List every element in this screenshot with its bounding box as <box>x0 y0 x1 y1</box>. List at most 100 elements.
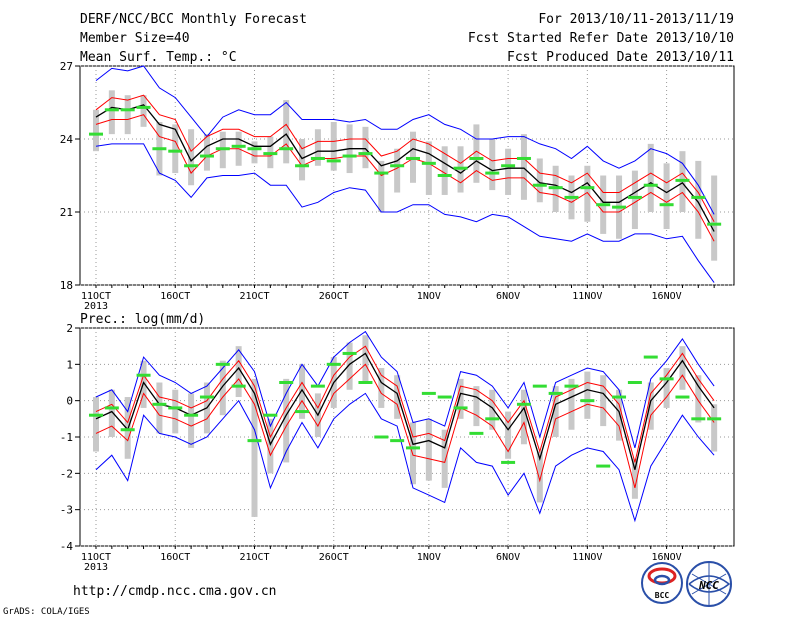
prec-spread-box <box>711 404 718 452</box>
prec-xtick-label: 26OCT <box>319 552 349 563</box>
prec-ytick-label: -3 <box>60 504 73 517</box>
temp-spread-box <box>283 100 290 164</box>
temp-spread-box <box>330 121 337 171</box>
temp-spread-box <box>520 134 527 200</box>
temp-spread-box <box>203 134 210 171</box>
temp-spread-box <box>394 148 401 193</box>
temp-spread-box <box>188 129 195 186</box>
prec-spread-box <box>346 342 353 390</box>
prec-ytick-label: 1 <box>66 358 73 371</box>
prec-spread-box <box>235 346 242 398</box>
temp-xtick-label: 11NOV <box>572 291 602 302</box>
temp-max-line <box>95 65 715 215</box>
temp-xtick-label: 11OCT <box>81 291 111 302</box>
prec-ytick-label: 0 <box>66 395 73 408</box>
temp-xtick-label: 16NOV <box>652 291 682 302</box>
prec-ytick-label: -4 <box>60 540 74 553</box>
prec-spread-box <box>568 378 575 430</box>
prec-spread-box <box>473 386 480 427</box>
header-period: For 2013/10/11-2013/11/19 <box>538 12 734 27</box>
panel2-variable-label: Prec.: log(mm/d) <box>80 312 205 327</box>
temp-ytick-label: 24 <box>60 133 74 146</box>
temp-ytick-label: 21 <box>60 206 73 219</box>
ncc-logo: NCC <box>686 561 732 607</box>
temp-plot-frame <box>79 65 735 286</box>
prec-spread-box <box>616 389 623 441</box>
temp-spread-box <box>124 95 131 135</box>
prec-xtick-label: 16OCT <box>160 552 190 563</box>
prec-spread-box <box>267 418 274 474</box>
prec-spread-box <box>156 382 163 434</box>
header-variable: Mean Surf. Temp.: °C <box>80 50 237 65</box>
temp-spread-box <box>695 160 702 239</box>
temp-spread-box <box>140 95 147 127</box>
bcc-logo-text: BCC <box>655 591 670 600</box>
temp-lower-line <box>95 114 715 242</box>
prec-spread-box <box>378 367 385 408</box>
prec-xtick-label: 11OCT <box>81 552 111 563</box>
temp-ytick-label: 18 <box>60 279 73 292</box>
prec-xtick-label: 6NOV <box>496 552 520 563</box>
ncc-logo-text: NCC <box>698 579 719 592</box>
prec-spread-box <box>489 389 496 430</box>
prec-spread-box <box>647 382 654 430</box>
prec-spread-box <box>695 375 702 423</box>
temp-spread-box <box>251 141 258 164</box>
temp-spread-box <box>172 124 179 174</box>
temp-spread-box <box>711 175 718 261</box>
precipitation-panel: -4 -3 -2 -1 0 1 2 11OCT 16OCT 21OCT 26OCT 1NOV 6NOV 1… <box>60 322 735 573</box>
temp-spread-box <box>441 146 448 195</box>
prec-spread-box <box>679 346 686 390</box>
temp-year-label: 2013 <box>84 301 108 312</box>
temp-spread-box <box>425 141 432 195</box>
temp-spread-box <box>314 129 321 166</box>
temp-spread-box <box>299 139 306 181</box>
temp-spread-box <box>505 148 512 195</box>
prec-ytick-label: -2 <box>60 467 73 480</box>
temp-spread-box <box>362 126 369 169</box>
prec-xtick-label: 16NOV <box>652 552 682 563</box>
temp-spread-box <box>93 109 99 152</box>
prec-spread-box <box>457 378 464 419</box>
prec-spread-box <box>172 389 179 434</box>
prec-spread-box <box>520 389 527 445</box>
prec-xtick-label: 1NOV <box>417 552 441 563</box>
prec-spread-box <box>584 371 591 419</box>
temp-ytick-label: 27 <box>60 60 73 73</box>
prec-spread-box <box>631 458 638 499</box>
prec-ytick-label: -1 <box>60 431 73 444</box>
prec-lower-line <box>95 363 715 489</box>
prec-spread-box <box>93 397 99 452</box>
prec-spread-box <box>505 411 512 459</box>
temp-xtick-label: 26OCT <box>319 291 349 302</box>
temp-spread-box <box>473 124 480 183</box>
prec-spread-box <box>394 375 401 419</box>
prec-max-line <box>95 330 715 449</box>
temp-spread-box <box>108 90 115 135</box>
header-title: DERF/NCC/BCC Monthly Forecast <box>80 12 307 27</box>
temp-xtick-label: 16OCT <box>160 291 190 302</box>
prec-spread-box <box>663 367 670 408</box>
footer-credit: GrADS: COLA/IGES <box>3 607 90 617</box>
prec-spread-box <box>188 393 195 448</box>
prec-spread-box <box>219 360 226 416</box>
prec-spread-box <box>283 378 290 463</box>
prec-year-label: 2013 <box>84 562 108 573</box>
prec-spread-box <box>410 422 416 485</box>
temp-spread-box <box>378 160 385 212</box>
prec-ytick-label: 2 <box>66 322 73 335</box>
temp-min-line <box>95 143 715 283</box>
header-member-size: Member Size=40 <box>80 31 190 46</box>
temp-spread-box <box>489 139 496 191</box>
prec-spread-box <box>425 418 432 481</box>
temp-spread-box <box>631 170 638 230</box>
prec-upper-line <box>95 345 715 463</box>
footer-url: http://cmdp.ncc.cma.gov.cn <box>73 584 277 599</box>
header-fcst-produced: Fcst Produced Date 2013/10/11 <box>507 50 734 65</box>
prec-xtick-label: 21OCT <box>239 552 269 563</box>
temp-upper-line <box>95 94 715 222</box>
prec-spread-box <box>600 375 607 427</box>
temp-xtick-label: 6NOV <box>496 291 520 302</box>
prec-spread-box <box>441 429 448 488</box>
